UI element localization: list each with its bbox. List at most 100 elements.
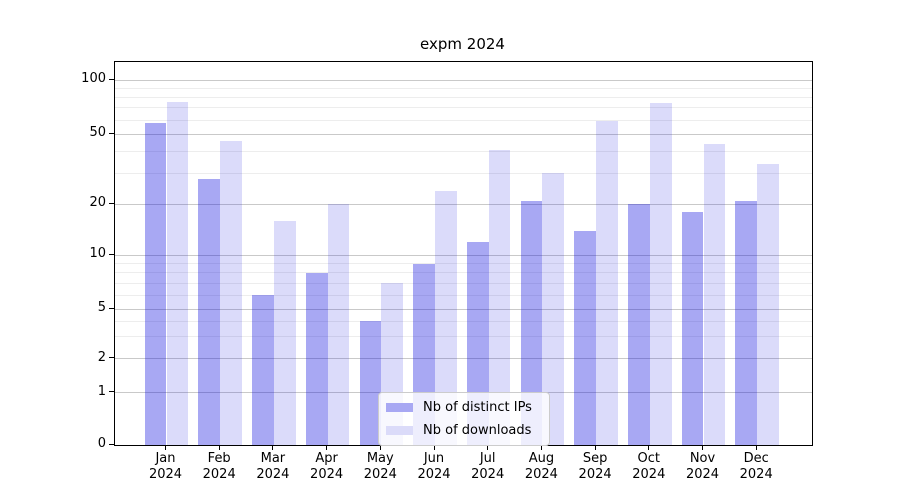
x-tick-label-month: Dec	[743, 451, 769, 466]
legend: Nb of distinct IPs Nb of downloads	[378, 392, 550, 446]
x-tick-label-year: 2024	[148, 467, 183, 482]
plot-area: Nb of distinct IPs Nb of downloads	[114, 61, 813, 446]
minor-gridline	[115, 97, 812, 98]
y-tick-label: 10	[89, 246, 106, 262]
x-tick-label-year: 2024	[417, 467, 451, 482]
x-tick-label-month: Jan	[155, 451, 176, 466]
bar-downloads	[435, 190, 457, 445]
y-tick-mark	[109, 132, 114, 134]
y-tick-label: 20	[89, 195, 106, 211]
bar-distinct-ips	[681, 212, 704, 445]
minor-gridline	[115, 294, 812, 296]
x-tick-label: Aug 2024	[512, 451, 570, 483]
bar-downloads	[703, 144, 726, 445]
legend-swatch-downloads	[386, 426, 413, 435]
major-gridline	[115, 79, 812, 81]
legend-item-distinct-ips: Nb of distinct IPs	[379, 396, 549, 419]
y-tick-label: 50	[89, 125, 106, 141]
major-gridline	[115, 358, 812, 360]
y-tick-mark	[109, 78, 114, 80]
x-tick-mark	[165, 445, 166, 450]
x-tick-mark	[326, 445, 328, 450]
x-tick-label: May 2024	[351, 451, 409, 483]
x-tick-label: Jul 2024	[459, 451, 517, 483]
minor-gridline	[115, 263, 812, 265]
x-tick-label: Nov 2024	[674, 451, 732, 483]
y-tick-mark	[109, 443, 114, 445]
x-tick-label-month: Sep	[582, 451, 608, 466]
y-tick-mark	[109, 202, 114, 204]
x-tick-mark	[594, 445, 596, 450]
bar-distinct-ips	[198, 178, 221, 445]
bar-downloads	[542, 173, 565, 445]
minor-gridline	[115, 172, 812, 174]
x-tick-label: Dec 2024	[727, 451, 785, 483]
x-tick-label-year: 2024	[578, 467, 612, 482]
x-tick-mark	[648, 445, 650, 450]
x-tick-label-year: 2024	[632, 467, 666, 482]
x-tick-label: Mar 2024	[244, 451, 302, 483]
x-tick-label: Oct 2024	[620, 451, 678, 483]
minor-gridline	[115, 107, 812, 109]
x-tick-mark	[702, 445, 703, 450]
x-tick-label-month: Jun	[423, 451, 445, 466]
x-tick-label: Feb 2024	[190, 451, 248, 483]
x-tick-label-year: 2024	[256, 467, 290, 482]
minor-gridline	[115, 119, 812, 121]
x-tick-label: Apr 2024	[298, 451, 356, 483]
x-tick-label-month: Feb	[207, 451, 231, 466]
minor-gridline	[115, 336, 812, 338]
minor-gridline	[115, 87, 812, 89]
legend-swatch-distinct-ips	[386, 403, 413, 412]
bar-downloads	[757, 163, 779, 445]
x-tick-label-year: 2024	[471, 467, 505, 482]
x-tick-mark	[540, 445, 542, 450]
y-tick-mark	[109, 307, 114, 309]
bar-downloads	[649, 102, 672, 445]
legend-label-distinct-ips: Nb of distinct IPs	[423, 400, 532, 415]
minor-gridline	[115, 272, 812, 274]
bar-distinct-ips	[305, 272, 328, 445]
bar-distinct-ips	[144, 122, 167, 445]
y-tick-mark	[109, 391, 114, 393]
x-tick-label-month: Aug	[528, 451, 555, 466]
y-tick-label: 2	[97, 349, 106, 365]
chart-title: expm 2024	[420, 35, 505, 53]
bar-downloads	[488, 149, 511, 445]
x-tick-mark	[218, 445, 220, 450]
x-tick-label-year: 2024	[202, 467, 236, 482]
legend-label-downloads: Nb of downloads	[423, 423, 532, 438]
x-tick-label-year: 2024	[524, 467, 558, 482]
legend-item-downloads: Nb of downloads	[379, 419, 549, 442]
major-gridline	[115, 133, 812, 135]
y-tick-label: 5	[97, 300, 106, 316]
x-tick-mark	[272, 445, 274, 450]
y-tick-mark	[109, 357, 114, 359]
y-tick-mark	[109, 253, 114, 255]
x-tick-label-month: Nov	[689, 451, 716, 466]
x-tick-label-month: May	[366, 451, 394, 466]
minor-gridline	[115, 320, 812, 322]
x-tick-mark	[433, 445, 435, 450]
bar-downloads	[273, 220, 296, 445]
bar-downloads	[327, 204, 350, 445]
bar-distinct-ips	[628, 204, 650, 445]
bar-downloads	[596, 121, 618, 445]
x-tick-mark	[487, 445, 489, 450]
bar-distinct-ips	[574, 230, 597, 445]
bar-distinct-ips	[252, 295, 274, 445]
x-tick-label-year: 2024	[363, 467, 397, 482]
x-tick-label-month: Mar	[260, 451, 286, 466]
x-tick-label-year: 2024	[310, 467, 344, 482]
bar-distinct-ips	[359, 321, 382, 445]
x-tick-mark	[379, 445, 381, 450]
x-tick-label: Jun 2024	[405, 451, 463, 483]
x-tick-label-month: Jul	[479, 451, 496, 466]
major-gridline	[115, 254, 812, 256]
y-tick-label: 0	[97, 436, 106, 451]
minor-gridline	[115, 150, 812, 152]
minor-gridline	[115, 282, 812, 284]
bar-downloads	[220, 140, 242, 445]
x-tick-label: Sep 2024	[566, 451, 624, 483]
